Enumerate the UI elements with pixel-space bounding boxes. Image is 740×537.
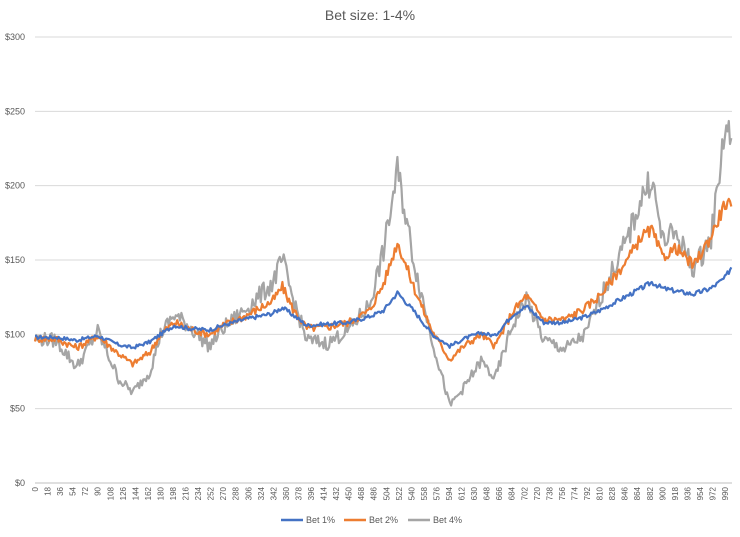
legend-label: Bet 1%: [306, 515, 335, 525]
x-tick-label: 306: [244, 486, 253, 500]
x-tick-label: 720: [533, 486, 542, 500]
x-tick-label: 432: [332, 486, 341, 500]
y-tick-label: $150: [5, 255, 25, 265]
x-tick-label: 414: [320, 486, 329, 500]
y-tick-label: $300: [5, 32, 25, 42]
y-tick-label: $0: [15, 478, 25, 488]
chart-title: Bet size: 1-4%: [325, 7, 415, 23]
x-tick-label: 378: [294, 486, 303, 500]
x-tick-label: 450: [345, 486, 354, 500]
gridlines: [35, 36, 732, 484]
x-tick-label: 342: [269, 486, 278, 500]
x-tick-label: 162: [144, 486, 153, 500]
x-axis-ticks: 0 18 36 54 72 90 108 126 144 162 180 198 216 234 252 27…: [31, 486, 730, 500]
y-tick-label: $100: [5, 329, 25, 339]
x-tick-label: 486: [370, 486, 379, 500]
x-tick-label: 954: [696, 486, 705, 500]
x-tick-label: 630: [470, 486, 479, 500]
y-tick-label: $250: [5, 106, 25, 116]
x-tick-label: 126: [119, 486, 128, 500]
series-line-bet-1-: [34, 266, 733, 350]
x-tick-label: 972: [708, 486, 717, 500]
x-tick-label: 468: [357, 486, 366, 500]
x-tick-label: 0: [31, 486, 40, 491]
x-tick-label: 756: [558, 486, 567, 500]
y-axis-ticks: $0 $50 $100 $150 $200 $250 $300: [5, 32, 25, 488]
x-tick-label: 990: [721, 486, 730, 500]
x-tick-label: 936: [683, 486, 692, 500]
x-tick-label: 216: [182, 486, 191, 500]
legend: Bet 1% Bet 2% Bet 4%: [281, 515, 462, 525]
x-tick-label: 180: [156, 486, 165, 500]
x-tick-label: 90: [94, 486, 103, 495]
x-tick-label: 360: [282, 486, 291, 500]
x-tick-label: 846: [621, 486, 630, 500]
x-tick-label: 504: [382, 486, 391, 500]
x-tick-label: 270: [219, 486, 228, 500]
series-line-bet-4-: [33, 119, 733, 407]
x-tick-label: 540: [407, 486, 416, 500]
x-tick-label: 324: [257, 486, 266, 500]
x-tick-label: 918: [671, 486, 680, 500]
x-tick-label: 72: [81, 486, 90, 495]
x-tick-label: 828: [608, 486, 617, 500]
x-tick-label: 594: [445, 486, 454, 500]
x-tick-label: 648: [483, 486, 492, 500]
x-tick-label: 774: [570, 486, 579, 500]
x-tick-label: 810: [596, 486, 605, 500]
x-tick-label: 396: [307, 486, 316, 500]
x-tick-label: 18: [44, 486, 53, 495]
legend-label: Bet 4%: [433, 515, 462, 525]
x-tick-label: 36: [56, 486, 65, 495]
x-tick-label: 738: [545, 486, 554, 500]
x-tick-label: 288: [232, 486, 241, 500]
x-tick-label: 234: [194, 486, 203, 500]
x-tick-label: 576: [432, 486, 441, 500]
x-tick-label: 54: [69, 486, 78, 495]
x-tick-label: 702: [520, 486, 529, 500]
x-tick-label: 558: [420, 486, 429, 500]
x-tick-label: 108: [106, 486, 115, 500]
x-tick-label: 522: [395, 486, 404, 500]
x-tick-label: 882: [646, 486, 655, 500]
x-tick-label: 900: [658, 486, 667, 500]
x-tick-label: 864: [633, 486, 642, 500]
x-tick-label: 198: [169, 486, 178, 500]
y-tick-label: $50: [10, 404, 25, 414]
x-tick-label: 144: [131, 486, 140, 500]
series-group: [33, 119, 733, 407]
x-tick-label: 252: [207, 486, 216, 500]
y-tick-label: $200: [5, 181, 25, 191]
x-tick-label: 612: [458, 486, 467, 500]
x-tick-label: 666: [495, 486, 504, 500]
series-line-bet-2-: [33, 197, 733, 368]
x-tick-label: 792: [583, 486, 592, 500]
x-tick-label: 684: [508, 486, 517, 500]
legend-label: Bet 2%: [369, 515, 398, 525]
